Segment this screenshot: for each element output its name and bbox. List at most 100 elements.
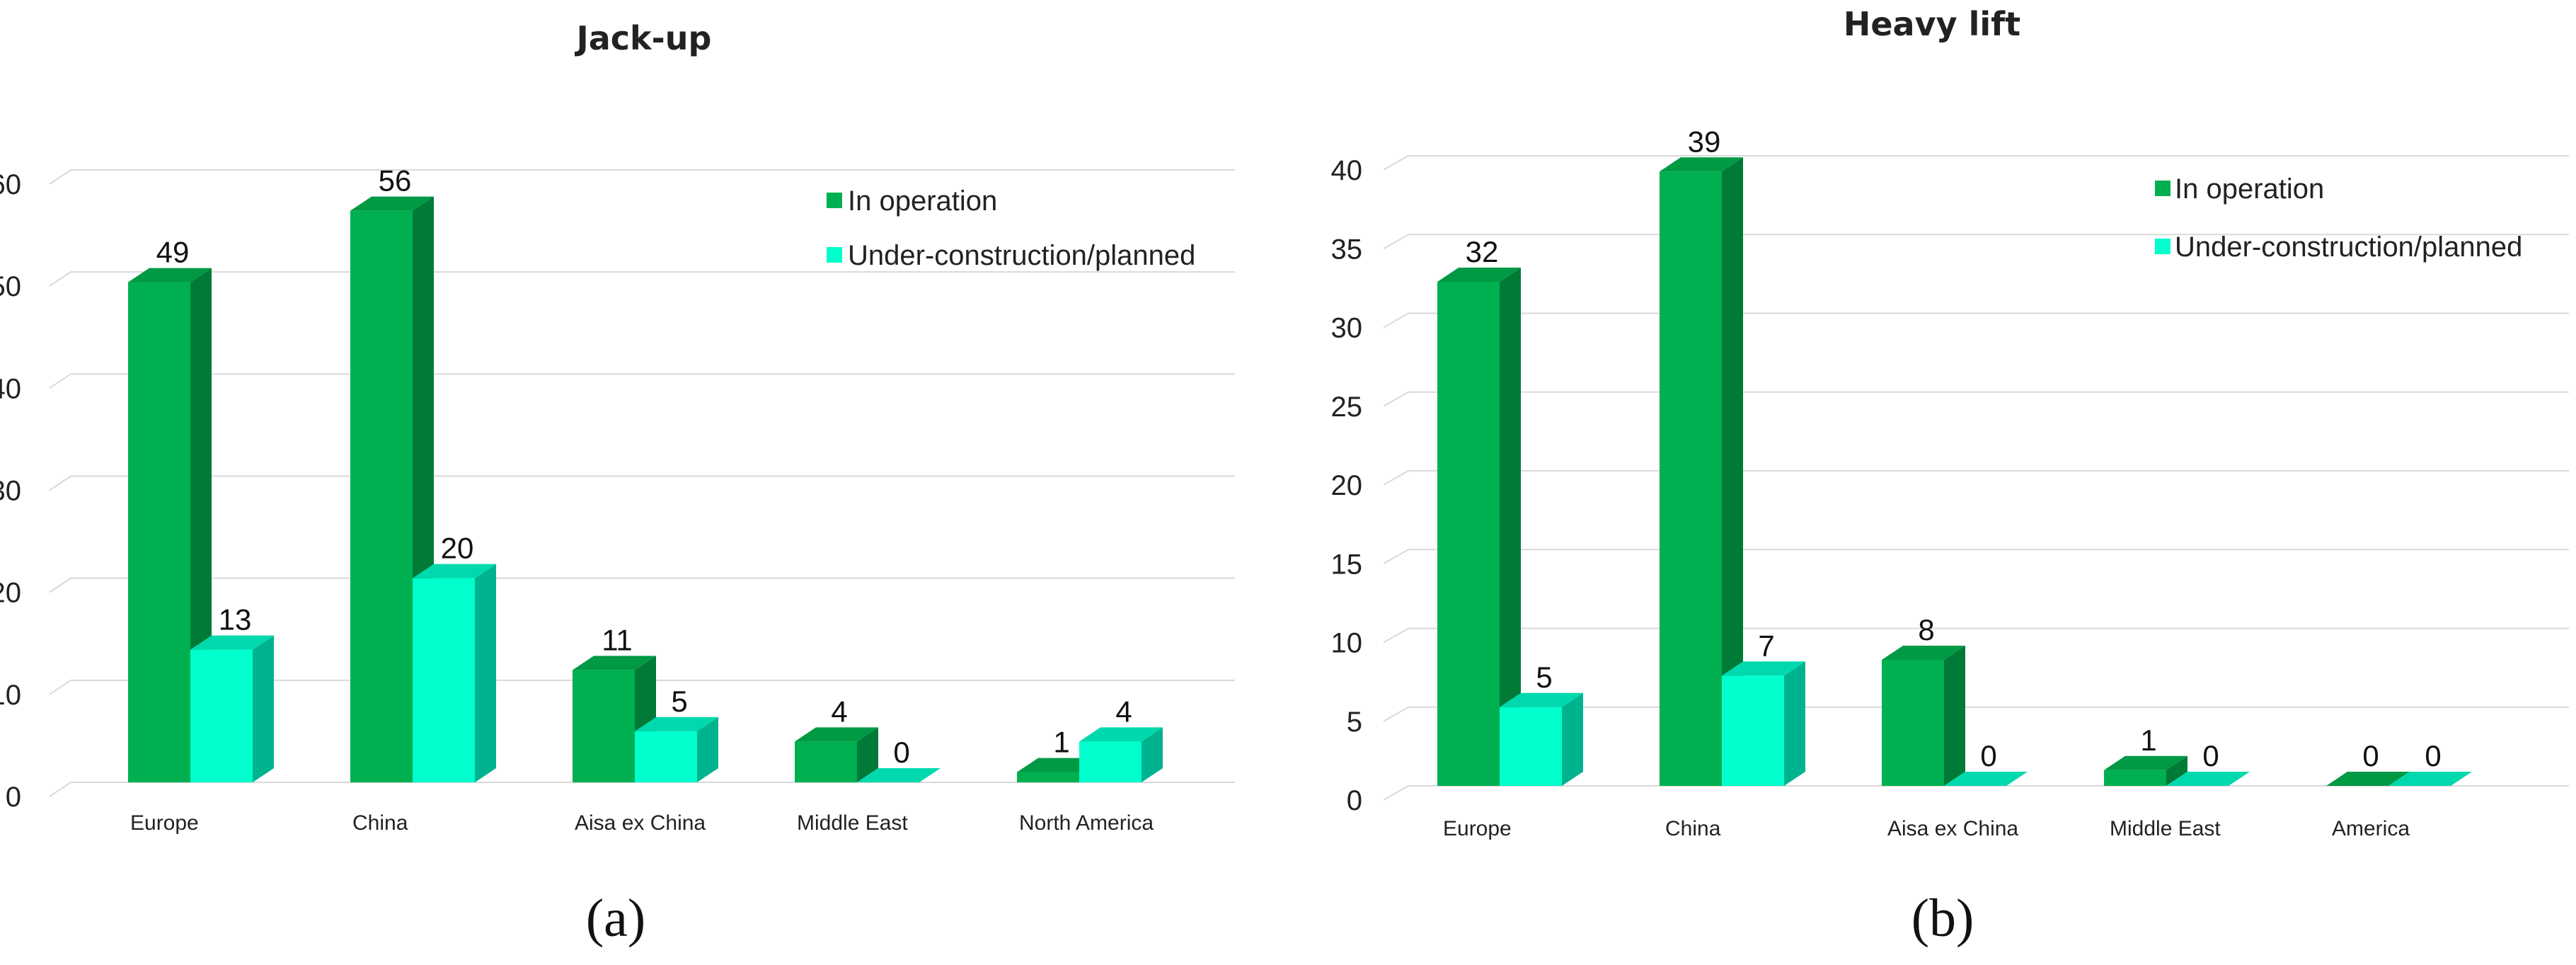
x-category-label: Aisa ex China [575,811,706,835]
bar-top [2104,755,2187,770]
y-tick-label: 10 [1331,628,1363,659]
bar-side [1722,157,1743,786]
bar-europe-under-construction: 5 [1500,661,1583,786]
bar-top [1500,692,1583,707]
x-category-label: Europe [1443,817,1512,840]
bar-front [1079,741,1142,782]
bar-front [128,282,190,782]
bar-top [413,564,496,578]
data-label: 0 [893,736,909,769]
bar-front [795,741,857,782]
data-label: 5 [1536,661,1552,694]
gridline [49,577,1235,593]
y-tick-label: 0 [1347,785,1362,816]
bar-top [1079,727,1163,742]
bar-china-in-operation: 39 [1660,125,1743,786]
bar-top [1437,268,1521,282]
panel-label-b: (b) [1911,889,1974,948]
bar-europe-in-operation: 32 [1437,235,1521,786]
data-label: 4 [1115,695,1132,728]
bar-middle-east-in-operation: 1 [2104,724,2187,786]
legend-swatch-under-construction [2155,239,2170,254]
x-category-label: Aisa ex China [1887,817,2018,840]
bar-front [413,578,475,782]
gridline [49,679,1235,695]
bar-side [1784,661,1805,786]
bar-top [190,635,274,650]
heavy-lift-legend: In operation Under-construction/planned [2155,173,2522,263]
data-label: 4 [831,695,847,728]
bar-front [1722,675,1784,786]
x-category-label: Middle East [2110,817,2221,840]
gridline [1383,470,2569,486]
bar-front [1882,660,1944,786]
y-tick-label: 30 [0,476,21,507]
y-tick-label: 5 [1347,707,1362,738]
bar-top [1944,772,2028,786]
bar-side [697,716,718,782]
heavy-lift-y-axis: 0 5 10 15 20 25 30 35 40 [1331,155,1363,816]
bar-top [2326,772,2410,786]
bar-front [573,670,635,782]
gridline [49,475,1235,491]
bar-side [1142,727,1163,782]
bar-middle-east-under-construction: 0 [857,736,941,782]
y-tick-label: 35 [1331,234,1363,265]
bar-front [1660,171,1722,786]
bar-top [1722,661,1805,676]
data-label: 32 [1466,235,1499,268]
heavy-lift-gridlines [1383,155,2569,801]
gridline [49,271,1235,287]
bar-top [635,716,718,731]
gridline [49,782,1235,797]
y-tick-label: 10 [0,680,21,711]
bar-top [2166,772,2250,786]
bar-side [2166,755,2187,786]
bar-china-under-construction: 7 [1722,629,1805,786]
data-label: 1 [1053,726,1069,759]
bar-china-under-construction: 20 [413,532,496,782]
jackup-y-axis: 0 10 20 30 40 50 60 [0,169,21,813]
bar-side [253,635,274,782]
data-label: 11 [602,623,633,656]
y-tick-label: 50 [0,271,21,302]
bar-front [2104,770,2166,786]
y-tick-label: 0 [6,782,21,813]
bar-aisa-ex-china-under-construction: 0 [1944,739,2028,786]
data-label: 7 [1758,629,1774,662]
gridline [1383,155,2569,171]
bar-front [1437,282,1500,786]
bar-front [350,210,413,783]
legend-swatch-in-operation [2155,181,2170,196]
bar-europe-under-construction: 13 [190,603,274,782]
data-label: 8 [1918,613,1934,646]
bar-top [128,268,212,282]
y-tick-label: 40 [1331,155,1363,186]
legend-label-under-construction: Under-construction/planned [2175,232,2522,263]
x-category-label: Middle East [797,811,908,835]
heavy-lift-x-axis: Europe China Aisa ex China Middle East Ameri… [1443,817,2410,840]
x-category-label: North America [1019,811,1154,835]
bar-middle-east-in-operation: 4 [795,695,878,782]
gridline [1383,627,2569,644]
bar-side [1500,268,1521,786]
data-label: 49 [156,236,190,269]
y-tick-label: 20 [0,578,21,609]
gridline [1383,391,2569,407]
gridline [1383,785,2569,801]
jackup-gridlines [49,169,1235,797]
data-label: 0 [1980,739,1996,772]
bar-side [1562,692,1583,786]
jackup-x-axis: Europe China Aisa ex China Middle East North… [130,811,1154,835]
bar-side [1944,646,1965,786]
data-label: 5 [671,685,687,718]
x-category-label: China [352,811,408,835]
gridline [1383,706,2569,722]
jackup-bars: 49 13 56 20 11 5 4 0 1 4 [128,164,1163,783]
data-label: 39 [1688,125,1721,158]
gridline [49,169,1235,185]
panel-label-a: (a) [586,889,645,948]
bar-front [1500,707,1562,786]
bar-top [795,727,878,742]
